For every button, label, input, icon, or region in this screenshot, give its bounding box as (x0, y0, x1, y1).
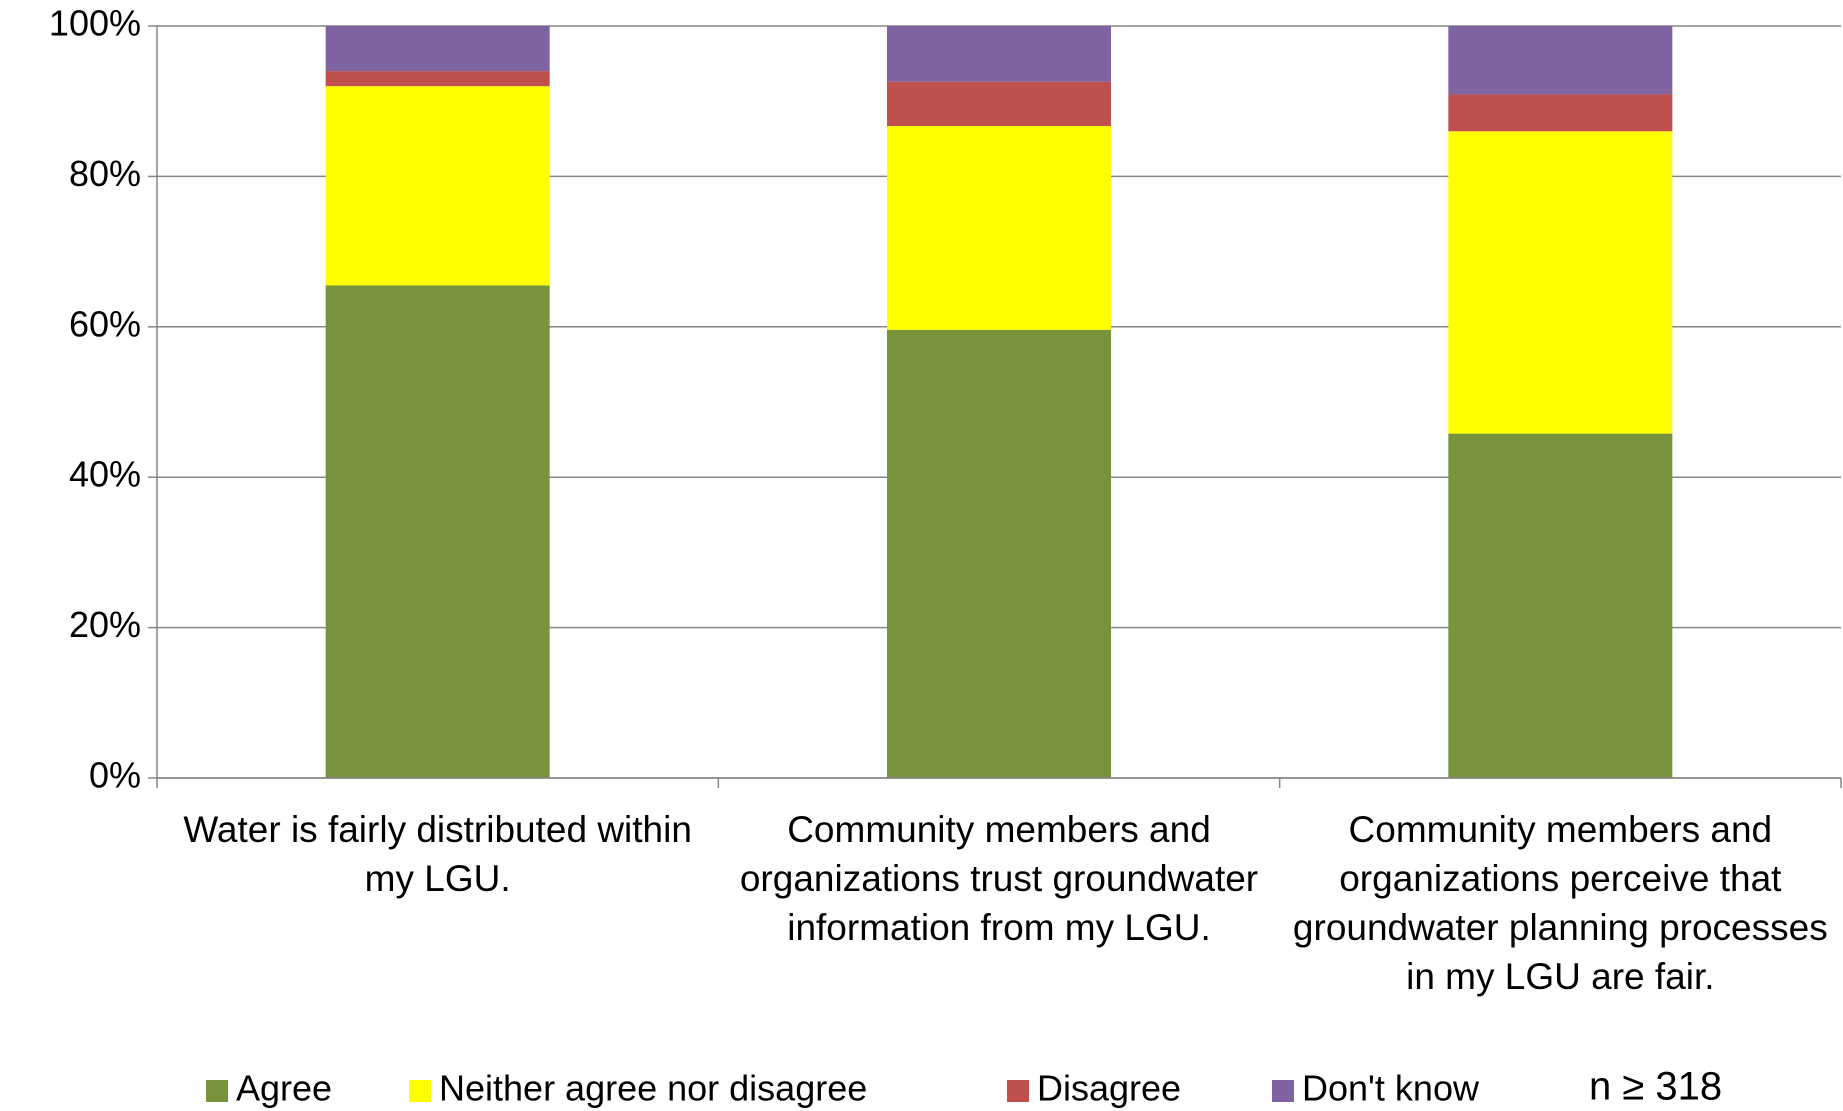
bar-segment (1448, 433, 1673, 778)
bar-segment (1448, 94, 1673, 132)
legend-swatch (1272, 1080, 1294, 1102)
x-tick-label: Water is fairly distributed within my LG… (183, 809, 692, 899)
bar-segment (325, 71, 550, 87)
legend-label: Disagree (1037, 1068, 1181, 1109)
legend-label: Neither agree nor disagree (439, 1068, 867, 1109)
bar-segment (325, 86, 550, 286)
bar-segment (325, 26, 550, 72)
y-tick-label: 100% (49, 3, 141, 44)
y-tick-label: 0% (89, 755, 141, 796)
y-tick-label: 20% (69, 604, 141, 645)
legend-label: Don't know (1302, 1068, 1480, 1109)
bar-segment (1448, 131, 1673, 434)
bar-segment (1448, 26, 1673, 95)
y-tick-label: 40% (69, 454, 141, 495)
bar-segment (887, 81, 1111, 127)
bar-segment (887, 26, 1111, 82)
y-tick-label: 80% (69, 153, 141, 194)
annotation: n ≥ 318 (1589, 1065, 1722, 1109)
bar-segment (325, 285, 550, 778)
legend-swatch (1007, 1080, 1029, 1102)
x-tick-label: Community members and organizations perc… (1292, 809, 1828, 997)
x-tick-label: Community members and organizations trus… (739, 809, 1259, 948)
legend-swatch (409, 1080, 431, 1102)
legend-swatch (206, 1080, 228, 1102)
bar-segment (887, 329, 1111, 778)
y-tick-label: 60% (69, 303, 141, 344)
legend-label: Agree (236, 1068, 332, 1109)
bar-segment (887, 126, 1111, 330)
